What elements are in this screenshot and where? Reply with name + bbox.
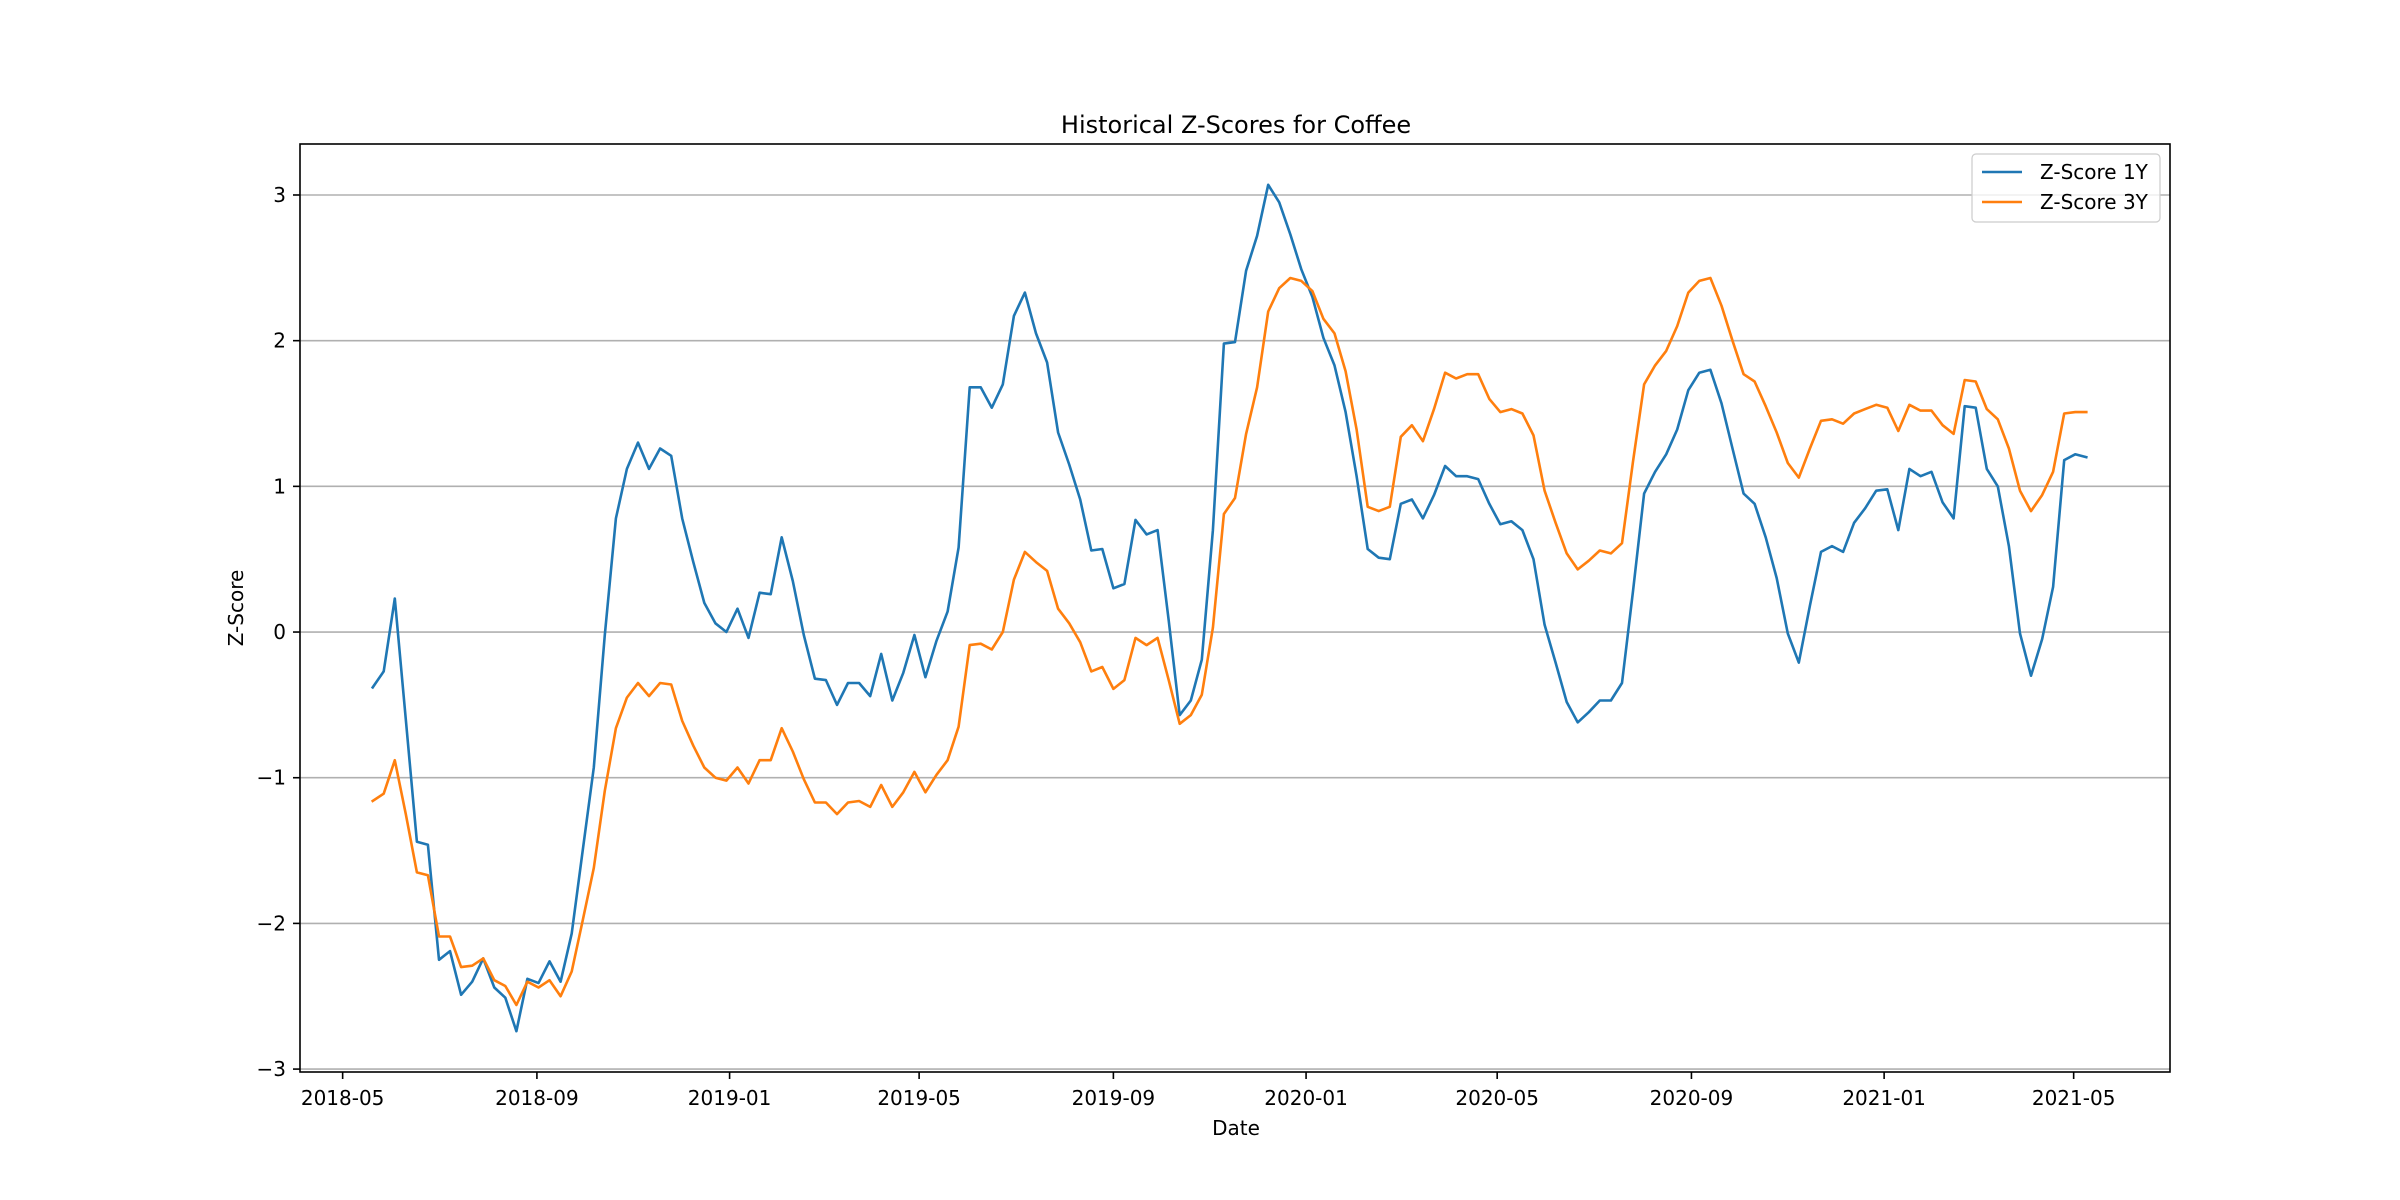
x-tick-label: 2020-01 [1264, 1086, 1348, 1110]
y-tick-label: −3 [257, 1057, 286, 1081]
x-tick-label: 2021-01 [1842, 1086, 1926, 1110]
x-tick-label: 2019-09 [1072, 1086, 1156, 1110]
x-tick-label: 2020-09 [1650, 1086, 1734, 1110]
series-lines [370, 183, 2088, 1033]
legend-label-z-score-1y: Z-Score 1Y [2040, 160, 2149, 184]
x-tick-label: 2019-05 [877, 1086, 961, 1110]
x-tick-label: 2018-09 [495, 1086, 579, 1110]
y-axis-label: Z-Score [224, 570, 248, 647]
x-tick-label: 2021-05 [2032, 1086, 2116, 1110]
legend-label-z-score-3y: Z-Score 3Y [2040, 190, 2149, 214]
y-tick-label: −2 [257, 911, 286, 935]
x-tick-label: 2019-01 [688, 1086, 772, 1110]
y-tick-label: 3 [273, 183, 286, 207]
y-tick-label: −1 [257, 766, 286, 790]
series-line-z-score-3y [370, 276, 2088, 1007]
x-tick-label: 2018-05 [301, 1086, 385, 1110]
legend: Z-Score 1Y Z-Score 3Y [1971, 153, 2161, 223]
plot-frame [299, 143, 2171, 1073]
y-tick-label: 0 [273, 620, 286, 644]
y-tick-label: 1 [273, 474, 286, 498]
x-axis: 2018-05 2018-09 2019-01 2019-05 2019-09 2020-… [301, 1072, 2116, 1110]
chart-title: Historical Z-Scores for Coffee [1061, 111, 1411, 139]
y-tick-label: 2 [273, 329, 286, 353]
y-axis: 3 2 1 0 −1 −2 −3 [257, 183, 300, 1081]
series-line-z-score-1y [370, 183, 2088, 1033]
x-axis-label: Date [1212, 1116, 1260, 1140]
x-tick-label: 2020-05 [1455, 1086, 1539, 1110]
